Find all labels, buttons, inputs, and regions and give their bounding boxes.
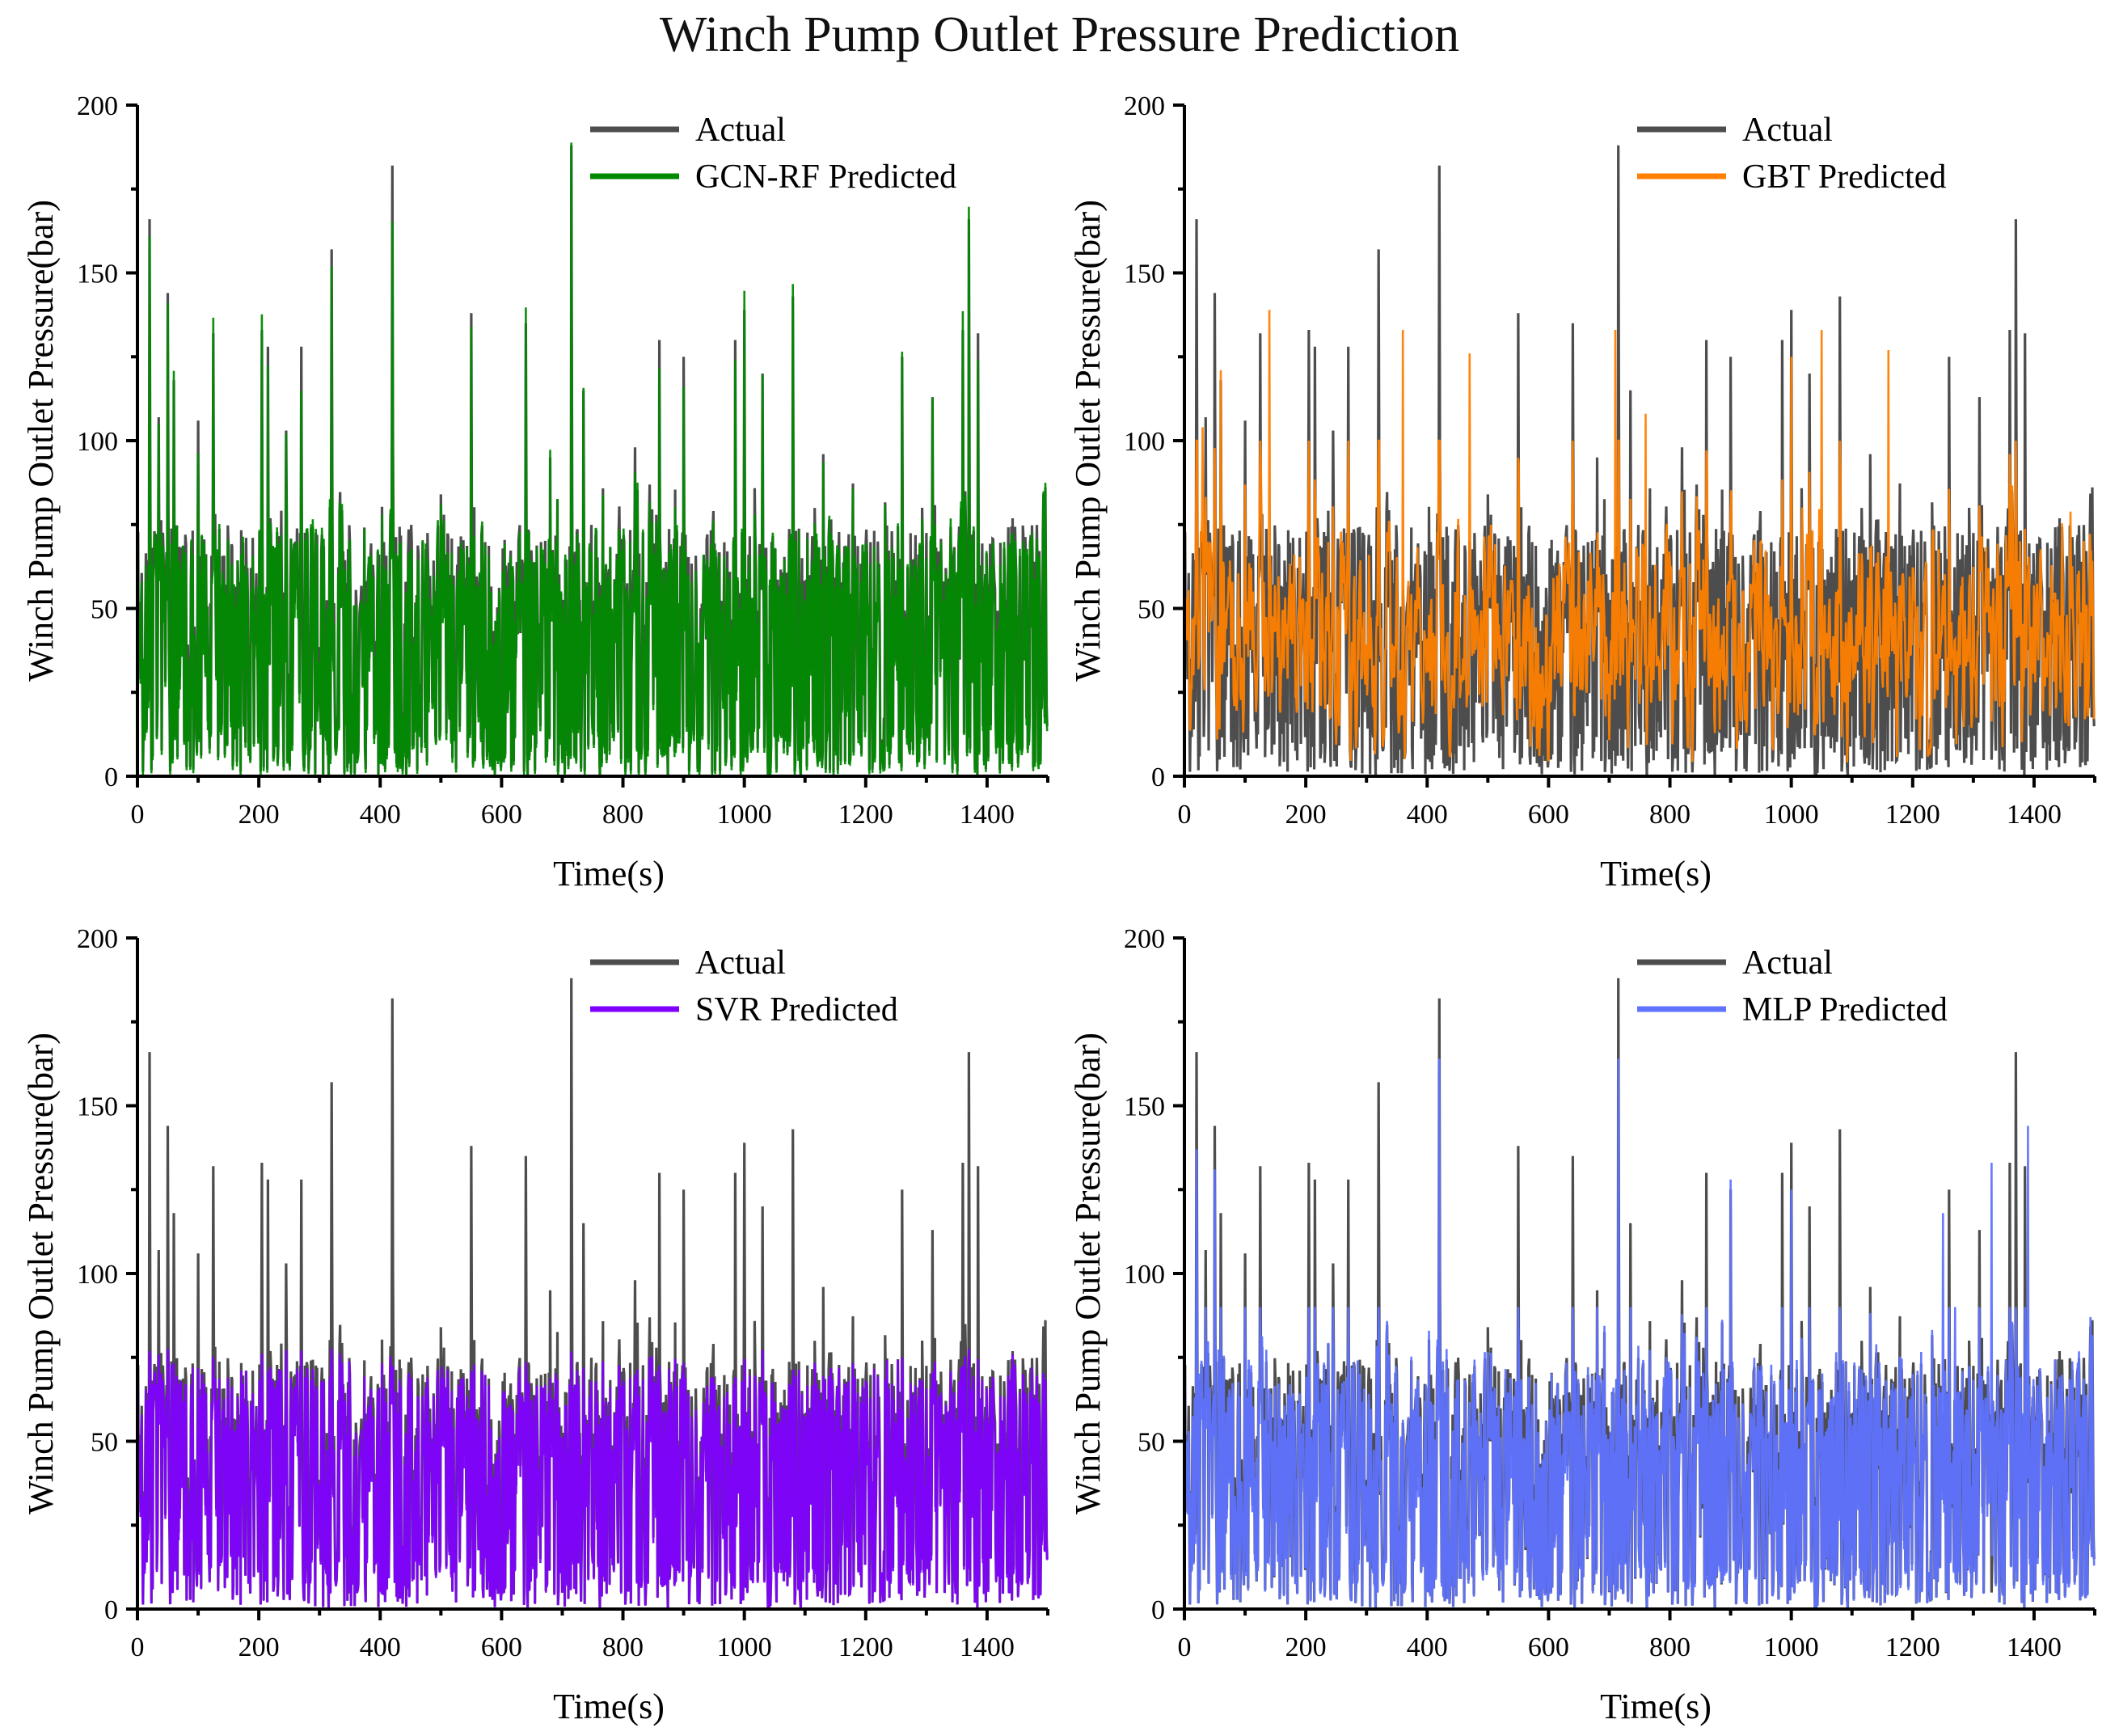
y-tick-label: 150 <box>1124 260 1165 289</box>
x-tick-label: 600 <box>481 800 522 830</box>
x-tick-label: 1000 <box>717 800 772 830</box>
x-tick-label: 400 <box>1407 800 1448 830</box>
x-axis-label: Time(s) <box>1600 854 1712 893</box>
x-tick-label: 0 <box>131 1633 145 1662</box>
chart-panel-1: 0 50 100 150 200 0 200 400 600 800 1000 1200 1400 Tim… <box>21 91 1049 893</box>
x-tick-label: 600 <box>1528 800 1569 830</box>
series-line-predicted <box>1183 1058 2096 1610</box>
x-tick-label: 1000 <box>717 1633 772 1662</box>
legend: Actual GCN-RF Predicted <box>590 112 956 196</box>
y-tick-label: 50 <box>91 595 118 625</box>
y-tick-label: 0 <box>1151 1595 1165 1625</box>
legend-label: Actual <box>1742 944 1833 982</box>
figure-title: Winch Pump Outlet Pressure Prediction <box>659 7 1460 62</box>
y-tick-label: 200 <box>1124 91 1165 121</box>
legend: Actual MLP Predicted <box>1637 944 1948 1029</box>
series-line-predicted <box>1183 310 2096 762</box>
x-tick-label: 800 <box>602 1633 644 1662</box>
x-tick-label: 600 <box>481 1633 522 1662</box>
x-axis-label: Time(s) <box>553 854 665 893</box>
y-tick-label: 150 <box>77 1092 118 1122</box>
x-tick-label: 200 <box>238 1633 280 1662</box>
x-tick-label: 600 <box>1528 1633 1569 1662</box>
chart-panel-4: 0 50 100 150 200 0 200 400 600 800 1000 1200 1400 Tim… <box>1068 924 2096 1726</box>
legend-label: Actual <box>695 112 786 149</box>
x-tick-label: 1400 <box>2007 1633 2062 1662</box>
y-tick-label: 200 <box>1124 924 1165 954</box>
legend: Actual GBT Predicted <box>1637 112 1946 196</box>
x-tick-label: 800 <box>602 800 644 830</box>
x-tick-label: 1200 <box>1885 800 1940 830</box>
x-tick-label: 200 <box>1285 800 1327 830</box>
y-tick-label: 150 <box>1124 1092 1165 1122</box>
x-tick-label: 0 <box>131 800 145 830</box>
y-axis-label: Winch Pump Outlet Pressure(bar) <box>21 200 61 682</box>
x-tick-label: 400 <box>360 1633 401 1662</box>
legend-label: Actual <box>695 944 786 982</box>
x-tick-label: 1200 <box>838 800 893 830</box>
x-tick-label: 1000 <box>1764 1633 1819 1662</box>
y-tick-label: 50 <box>1138 1428 1165 1458</box>
x-tick-label: 200 <box>238 800 280 830</box>
y-tick-label: 200 <box>77 924 118 954</box>
chart-panel-3: 0 50 100 150 200 0 200 400 600 800 1000 1200 1400 Tim… <box>21 924 1049 1726</box>
x-tick-label: 400 <box>360 800 401 830</box>
x-tick-label: 800 <box>1649 800 1691 830</box>
x-axis-label: Time(s) <box>1600 1687 1712 1726</box>
y-axis-label: Winch Pump Outlet Pressure(bar) <box>1068 200 1108 682</box>
x-tick-label: 1200 <box>1885 1633 1940 1662</box>
x-tick-label: 200 <box>1285 1633 1327 1662</box>
x-tick-label: 1400 <box>960 800 1015 830</box>
legend-label: MLP Predicted <box>1742 991 1948 1029</box>
x-tick-label: 0 <box>1178 1633 1192 1662</box>
x-axis-label: Time(s) <box>553 1687 665 1726</box>
legend-label: SVR Predicted <box>695 991 898 1029</box>
y-tick-label: 100 <box>1124 427 1165 457</box>
x-tick-label: 0 <box>1178 800 1192 830</box>
y-tick-label: 0 <box>1151 762 1165 792</box>
x-tick-label: 1200 <box>838 1633 893 1662</box>
x-tick-label: 1400 <box>2007 800 2062 830</box>
legend-label: Actual <box>1742 112 1833 149</box>
y-tick-label: 0 <box>104 762 118 792</box>
legend-label: GCN-RF Predicted <box>695 158 956 196</box>
y-axis-label: Winch Pump Outlet Pressure(bar) <box>21 1033 61 1514</box>
y-axis-label: Winch Pump Outlet Pressure(bar) <box>1068 1033 1108 1514</box>
y-tick-label: 0 <box>104 1595 118 1625</box>
y-tick-label: 50 <box>1138 595 1165 625</box>
x-tick-label: 800 <box>1649 1633 1691 1662</box>
series-line-predicted <box>136 142 1049 777</box>
y-tick-label: 200 <box>77 91 118 121</box>
legend-label: GBT Predicted <box>1742 158 1946 196</box>
chart-panel-2: 0 50 100 150 200 0 200 400 600 800 1000 1200 1400 Tim… <box>1068 91 2096 893</box>
x-tick-label: 1400 <box>960 1633 1015 1662</box>
y-tick-label: 50 <box>91 1428 118 1458</box>
x-tick-label: 400 <box>1407 1633 1448 1662</box>
y-tick-label: 100 <box>1124 1260 1165 1290</box>
y-tick-label: 150 <box>77 260 118 289</box>
series-line-predicted <box>136 1348 1049 1610</box>
y-tick-label: 100 <box>77 1260 118 1290</box>
x-tick-label: 1000 <box>1764 800 1819 830</box>
legend: Actual SVR Predicted <box>590 944 898 1029</box>
y-tick-label: 100 <box>77 427 118 457</box>
